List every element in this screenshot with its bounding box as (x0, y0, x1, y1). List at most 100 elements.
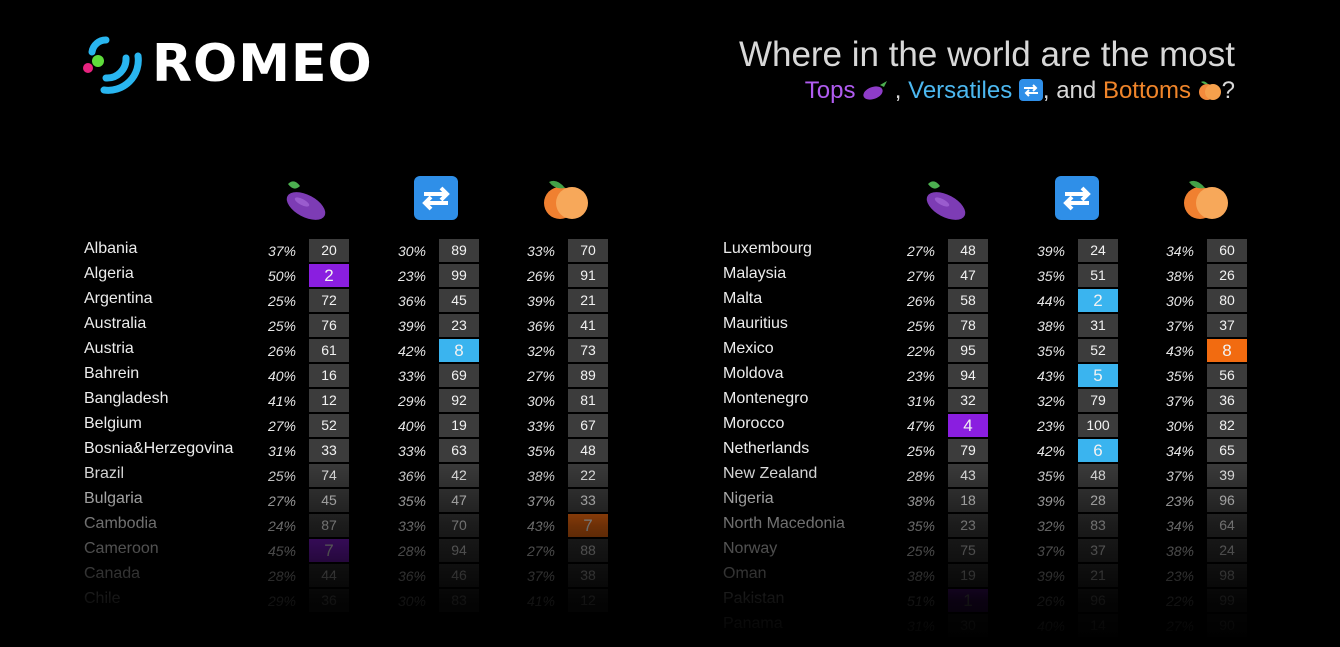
versatile-rank-cell: 8 (439, 339, 479, 362)
top-rank-cell: 76 (309, 314, 349, 337)
country-name: Canada (84, 565, 141, 582)
bottom-rank-cell: 48 (568, 439, 608, 462)
country-name: Argentina (84, 290, 153, 307)
country-name: Australia (84, 315, 147, 332)
top-rank-cell: 44 (309, 564, 349, 587)
top-percent: 25% (906, 543, 935, 559)
bottom-percent: 38% (526, 468, 555, 484)
country-name: Albania (84, 240, 138, 257)
top-rank-cell: 2 (309, 264, 349, 287)
versatile-percent: 23% (397, 268, 426, 284)
bottom-percent: 27% (1165, 618, 1194, 634)
versatile-percent: 44% (1036, 293, 1065, 309)
country-name: Belgium (84, 415, 142, 432)
top-rank-cell: 16 (309, 364, 349, 387)
versatile-rank-cell: 28 (1078, 489, 1118, 512)
top-rank-cell: 23 (948, 514, 988, 537)
top-rank-cell: 47 (948, 264, 988, 287)
bottom-rank-cell: 33 (568, 489, 608, 512)
bottom-rank-cell: 37 (1207, 314, 1247, 337)
top-percent: 41% (267, 393, 296, 409)
versatile-rank-cell: 96 (1078, 589, 1118, 612)
headline-line2: Tops , Versatiles , and Bottoms ? (739, 76, 1235, 106)
versatile-rank-cell: 31 (1078, 314, 1118, 337)
top-rank-cell: 58 (948, 289, 988, 312)
tops-label: Tops (804, 77, 856, 104)
bottom-rank-cell: 98 (1207, 564, 1247, 587)
bottom-percent: 34% (1165, 243, 1194, 259)
top-percent: 35% (906, 518, 935, 534)
versatile-rank-cell: 45 (439, 289, 479, 312)
bottom-rank-cell: 64 (1207, 514, 1247, 537)
top-rank-cell: 48 (948, 239, 988, 262)
country-name: Morocco (723, 415, 785, 432)
top-percent: 45% (267, 543, 296, 559)
country-name: Pakistan (723, 590, 785, 607)
bottom-rank-cell: 7 (568, 514, 608, 537)
versatile-percent: 30% (397, 243, 426, 259)
bottom-percent: 33% (526, 243, 555, 259)
bottom-fade-overlay (0, 460, 1340, 647)
bottom-percent: 30% (1165, 293, 1194, 309)
top-percent: 25% (267, 318, 296, 334)
top-rank-cell: 87 (309, 514, 349, 537)
versatile-percent: 37% (1036, 543, 1065, 559)
headline: Where in the world are the most Tops , V… (739, 36, 1235, 106)
bottom-percent: 35% (526, 443, 555, 459)
versatile-rank-cell: 51 (1078, 264, 1118, 287)
eggplant-icon (863, 81, 888, 100)
repeat-arrows-icon (1055, 176, 1099, 220)
bottom-percent: 43% (1165, 343, 1194, 359)
top-rank-cell: 20 (309, 239, 349, 262)
top-percent: 23% (906, 368, 935, 384)
top-rank-cell: 7 (309, 539, 349, 562)
country-name: Mexico (723, 340, 774, 357)
bottom-percent: 37% (526, 493, 555, 509)
country-name: New Zealand (723, 465, 818, 482)
top-percent: 27% (267, 493, 296, 509)
bottom-rank-cell: 73 (568, 339, 608, 362)
country-name: Bulgaria (84, 490, 143, 507)
bottom-rank-cell: 39 (1207, 464, 1247, 487)
versatile-rank-cell: 23 (439, 314, 479, 337)
country-name: Cameroon (84, 540, 159, 557)
bottom-rank-cell: 96 (1207, 489, 1247, 512)
versatile-rank-cell: 47 (439, 489, 479, 512)
versatile-rank-cell: 89 (439, 239, 479, 262)
versatile-rank-cell: 42 (439, 464, 479, 487)
top-rank-cell: 95 (948, 339, 988, 362)
top-percent: 24% (267, 518, 296, 534)
versatile-rank-cell: 5 (1078, 364, 1118, 387)
country-name: Bosnia&Herzegovina (84, 440, 234, 457)
top-percent: 31% (906, 393, 935, 409)
top-percent: 26% (267, 343, 296, 359)
versatile-rank-cell: 52 (1078, 339, 1118, 362)
top-rank-cell: 78 (948, 314, 988, 337)
versatile-rank-cell: 2 (1078, 289, 1118, 312)
country-name: Chile (84, 590, 121, 607)
versatile-percent: 43% (1036, 368, 1065, 384)
bottom-percent: 30% (1165, 418, 1194, 434)
bottom-percent: 37% (1165, 393, 1194, 409)
versatile-rank-cell: 69 (439, 364, 479, 387)
bottom-rank-cell: 67 (568, 414, 608, 437)
bottom-rank-cell: 36 (1207, 389, 1247, 412)
bottom-percent: 27% (526, 543, 555, 559)
bottom-rank-cell: 89 (568, 364, 608, 387)
versatile-rank-cell: 70 (439, 514, 479, 537)
versatile-percent: 39% (1036, 243, 1065, 259)
top-rank-cell: 94 (948, 364, 988, 387)
versatile-percent: 26% (1036, 593, 1065, 609)
top-percent: 28% (267, 568, 296, 584)
versatile-percent: 39% (1036, 568, 1065, 584)
bottom-percent: 37% (526, 568, 555, 584)
bottom-rank-cell: 38 (568, 564, 608, 587)
versatile-percent: 29% (397, 393, 426, 409)
country-name: Luxembourg (723, 240, 812, 257)
top-percent: 25% (267, 468, 296, 484)
bottom-rank-cell: 82 (1207, 414, 1247, 437)
versatile-rank-cell: 83 (439, 589, 479, 612)
versatile-percent: 42% (397, 343, 426, 359)
top-percent: 38% (906, 568, 935, 584)
top-percent: 28% (906, 468, 935, 484)
